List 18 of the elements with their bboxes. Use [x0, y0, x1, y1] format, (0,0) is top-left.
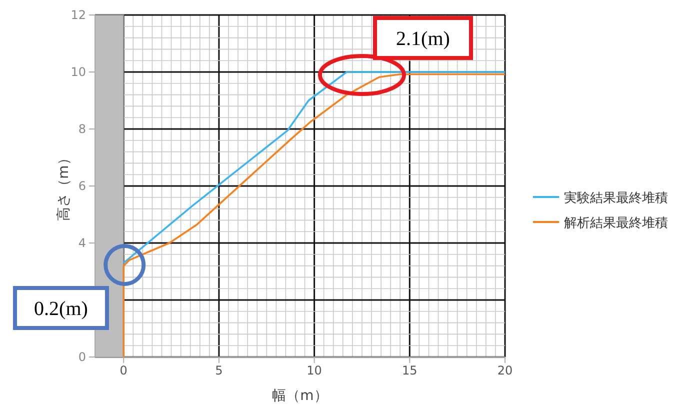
y-tick-label: 12 [70, 8, 86, 22]
annotation: 0.2(m) [34, 298, 88, 320]
x-axis-title: 幅（m） [272, 388, 328, 404]
x-tick-label: 10 [306, 364, 322, 378]
y-axis-title: 高さ（m） [56, 151, 72, 221]
line-series [122, 71, 506, 264]
x-tick-label: 20 [497, 364, 513, 378]
y-tick-label: 0 [78, 350, 86, 364]
y-tick-label: 6 [78, 178, 86, 193]
legend-label: 実験結果最終堆積 [564, 190, 668, 206]
legend-label: 解析結果最終堆積 [564, 216, 668, 231]
y-tick-label: 10 [70, 64, 86, 79]
y-tick-label: 4 [78, 236, 86, 250]
x-tick-label: 15 [402, 364, 418, 378]
annotation: 2.1(m) [396, 28, 450, 50]
x-tick-label: 5 [215, 364, 223, 378]
x-tick-label: 0 [120, 364, 128, 378]
y-tick-label: 8 [78, 122, 86, 136]
